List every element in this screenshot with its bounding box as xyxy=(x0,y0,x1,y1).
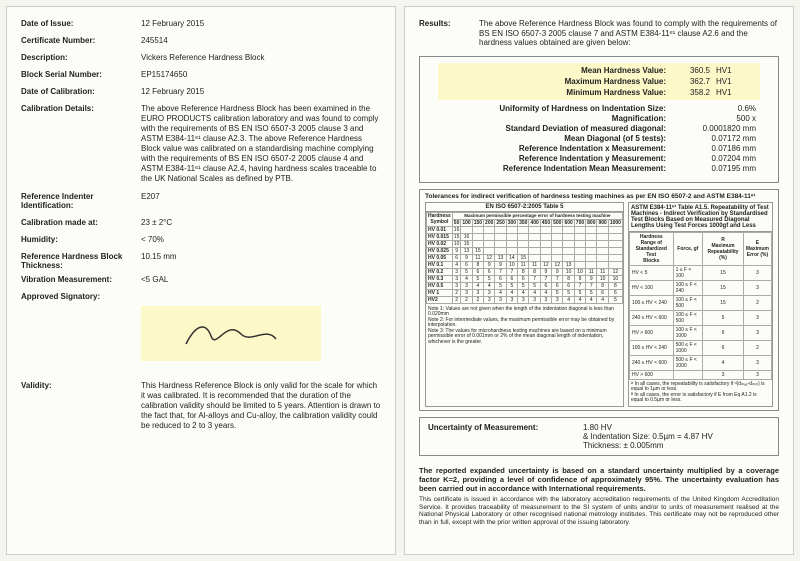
mean-hv-value: 360.5 xyxy=(666,66,716,75)
signature-box xyxy=(141,306,321,361)
measurement-value: 0.6% xyxy=(666,104,756,113)
certificate-right-page: Results: The above Reference Hardness Bl… xyxy=(404,6,794,555)
max-hv-unit: HV1 xyxy=(716,77,756,86)
measurement-row: Mean Diagonal (of 5 tests):0.07172 mm xyxy=(428,134,770,143)
min-hv-unit: HV1 xyxy=(716,88,756,97)
vibration-label: Vibration Measurement: xyxy=(21,275,141,284)
uncertainty-box: Uncertainty of Measurement: 1.80 HV & In… xyxy=(419,417,779,456)
astm-notes: ᴬ In all cases, the repeatability is sat… xyxy=(629,380,772,406)
calib-details-label: Calibration Details: xyxy=(21,104,141,184)
humidity-label: Humidity: xyxy=(21,235,141,244)
date-calib-value: 12 February 2015 xyxy=(141,87,381,96)
serial-label: Block Serial Number: xyxy=(21,70,141,79)
cert-no-label: Certificate Number: xyxy=(21,36,141,45)
measurement-label: Standard Deviation of measured diagonal: xyxy=(468,124,666,133)
footer-small: This certificate is issued in accordance… xyxy=(419,496,779,527)
results-label: Results: xyxy=(419,19,479,48)
description-value: Vickers Reference Hardness Block xyxy=(141,53,381,62)
iso-notes: Note 1: Values are not given when the le… xyxy=(426,306,623,347)
astm-table: Hardness Range ofStandardized TestBlocks… xyxy=(629,232,772,380)
indenter-label: Reference Indenter Identification: xyxy=(21,192,141,210)
measurement-value: 0.07204 mm xyxy=(666,154,756,163)
measurement-label: Uniformity of Hardness on Indentation Si… xyxy=(468,104,666,113)
iso-table-panel: EN ISO 6507-2:2005 Table 5 HardnessSymbo… xyxy=(425,202,624,407)
humidity-value: < 70% xyxy=(141,235,381,244)
signature-icon xyxy=(171,314,291,354)
serial-value: EP15174650 xyxy=(141,70,381,79)
calib-details-value: The above Reference Hardness Block has b… xyxy=(141,104,381,184)
iso-title: EN ISO 6507-2:2005 Table 5 xyxy=(426,203,623,212)
uncert-l1: 1.80 HV xyxy=(583,423,770,432)
measurement-value: 0.07186 mm xyxy=(666,144,756,153)
measurement-label: Magnification: xyxy=(468,114,666,123)
validity-label: Validity: xyxy=(21,381,141,431)
highlighted-values: Mean Hardness Value:360.5HV1 Maximum Har… xyxy=(438,63,760,100)
astm-table-panel: ASTM E384-11ᵉ¹ Table A1.5. Repeatability… xyxy=(628,202,773,407)
measurement-label: Reference Indentation y Measurement: xyxy=(468,154,666,163)
uncert-l3: Thickness: ± 0.005mm xyxy=(583,441,770,450)
measurement-row: Standard Deviation of measured diagonal:… xyxy=(428,124,770,133)
calib-at-label: Calibration made at: xyxy=(21,218,141,227)
validity-value: This Hardness Reference Block is only va… xyxy=(141,381,381,431)
mean-hv-label: Mean Hardness Value: xyxy=(442,66,666,75)
date-calib-label: Date of Calibration: xyxy=(21,87,141,96)
min-hv-value: 358.2 xyxy=(666,88,716,97)
date-issue-value: 12 February 2015 xyxy=(141,19,381,28)
tolerance-header: Tolerances for indirect verification of … xyxy=(425,193,773,200)
cert-no-value: 245514 xyxy=(141,36,381,45)
vibration-value: <5 GAL xyxy=(141,275,381,284)
max-hv-label: Maximum Hardness Value: xyxy=(442,77,666,86)
thickness-value: 10.15 mm xyxy=(141,252,381,270)
uncert-label: Uncertainty of Measurement: xyxy=(428,423,583,450)
certificate-left-page: Date of Issue:12 February 2015 Certifica… xyxy=(6,6,396,555)
measurement-row: Reference Indentation y Measurement:0.07… xyxy=(428,154,770,163)
description-label: Description: xyxy=(21,53,141,62)
measurement-label: Mean Diagonal (of 5 tests): xyxy=(468,134,666,143)
measurement-label: Reference Indentation Mean Measurement: xyxy=(468,164,666,173)
measurement-value: 500 x xyxy=(666,114,756,123)
uncert-l2: & Indentation Size: 0.5µm = 4.87 HV xyxy=(583,432,770,441)
measurement-value: 0.07172 mm xyxy=(666,134,756,143)
measurement-value: 0.07195 mm xyxy=(666,164,756,173)
tolerance-box: Tolerances for indirect verification of … xyxy=(419,189,779,411)
measurement-row: Reference Indentation x Measurement:0.07… xyxy=(428,144,770,153)
min-hv-label: Minimum Hardness Value: xyxy=(442,88,666,97)
measurement-label: Reference Indentation x Measurement: xyxy=(468,144,666,153)
measurement-value: 0.0001820 mm xyxy=(666,124,756,133)
measurement-row: Magnification:500 x xyxy=(428,114,770,123)
iso-table: HardnessSymbolMaximum permissible percen… xyxy=(426,212,623,304)
mean-hv-unit: HV1 xyxy=(716,66,756,75)
measurement-row: Reference Indentation Mean Measurement:0… xyxy=(428,164,770,173)
results-value: The above Reference Hardness Block was f… xyxy=(479,19,779,48)
indenter-value: E207 xyxy=(141,192,381,210)
calib-at-value: 23 ± 2°C xyxy=(141,218,381,227)
max-hv-value: 362.7 xyxy=(666,77,716,86)
measurement-row: Uniformity of Hardness on Indentation Si… xyxy=(428,104,770,113)
date-issue-label: Date of Issue: xyxy=(21,19,141,28)
signatory-label: Approved Signatory: xyxy=(21,292,141,301)
results-block: Mean Hardness Value:360.5HV1 Maximum Har… xyxy=(419,56,779,183)
footer-bold: The reported expanded uncertainty is bas… xyxy=(419,466,779,493)
astm-title: ASTM E384-11ᵉ¹ Table A1.5. Repeatability… xyxy=(629,203,772,232)
uncert-values: 1.80 HV & Indentation Size: 0.5µm = 4.87… xyxy=(583,423,770,450)
thickness-label: Reference Hardness Block Thickness: xyxy=(21,252,141,270)
